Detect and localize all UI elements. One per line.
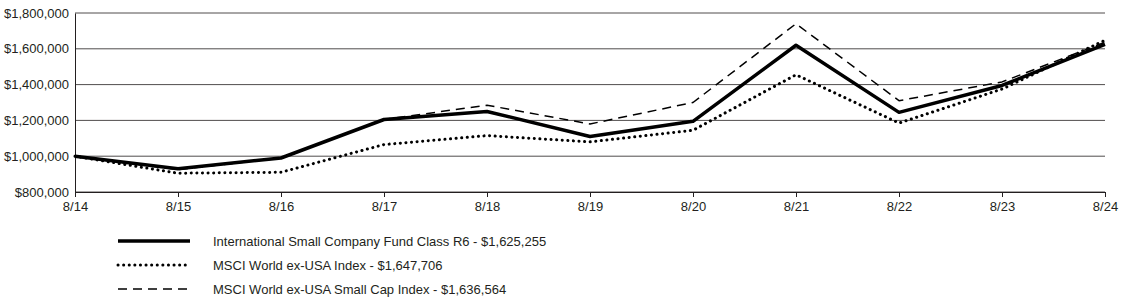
x-tick-label: 8/14: [63, 199, 88, 214]
y-tick-label: $1,200,000: [4, 113, 69, 128]
legend-label: MSCI World ex-USA Small Cap Index - $1,6…: [213, 282, 506, 297]
x-tick-mark: [693, 192, 694, 197]
legend-item: MSCI World ex-USA Small Cap Index - $1,6…: [118, 282, 506, 297]
y-tick: $1,400,000: [4, 77, 75, 92]
legend-label: MSCI World ex-USA Index - $1,647,706: [213, 258, 443, 273]
legend-swatch: [118, 264, 190, 267]
x-tick: 8/23: [990, 192, 1015, 214]
x-tick-label: 8/22: [887, 199, 912, 214]
x-tick: 8/20: [681, 192, 706, 214]
legend-label: International Small Company Fund Class R…: [213, 234, 546, 249]
x-tick-label: 8/20: [681, 199, 706, 214]
y-tick: $1,000,000: [4, 149, 75, 164]
grid-line: [75, 156, 1105, 157]
lines: [75, 24, 1105, 173]
series-line: [75, 44, 1105, 168]
chart: $800,000 $1,000,000 $1,200,000 $1,400,000 $1…: [0, 0, 1129, 304]
x-tick-mark: [590, 192, 591, 197]
x-tick-mark: [487, 192, 488, 197]
x-tick-label: 8/18: [475, 199, 500, 214]
grid-line: [75, 13, 1105, 14]
y-axis: $800,000 $1,000,000 $1,200,000 $1,400,000 $1…: [4, 6, 76, 200]
x-tick-label: 8/16: [269, 199, 294, 214]
y-tick-label: $1,400,000: [4, 77, 69, 92]
legend-item: International Small Company Fund Class R…: [118, 234, 546, 249]
x-tick-label: 8/19: [578, 199, 603, 214]
x-tick: 8/21: [784, 192, 809, 214]
y-tick-label: $1,600,000: [4, 41, 69, 56]
x-tick: 8/24: [1093, 192, 1118, 214]
grid: [75, 13, 1105, 192]
grid-line: [75, 48, 1105, 49]
x-tick-mark: [1002, 192, 1003, 197]
x-tick-mark: [281, 192, 282, 197]
x-tick: 8/18: [475, 192, 500, 214]
y-tick: $1,800,000: [4, 6, 75, 21]
legend-swatch: [118, 239, 190, 243]
x-tick-mark: [75, 192, 76, 197]
x-tick-mark: [796, 192, 797, 197]
x-tick: 8/16: [269, 192, 294, 214]
series-line: [75, 40, 1105, 173]
series-line: [75, 24, 1105, 170]
x-tick-label: 8/24: [1093, 199, 1118, 214]
y-tick: $1,600,000: [4, 41, 75, 56]
x-tick-mark: [384, 192, 385, 197]
x-tick-label: 8/21: [784, 199, 809, 214]
legend: International Small Company Fund Class R…: [118, 234, 546, 297]
x-tick: 8/22: [887, 192, 912, 214]
grid-line: [75, 84, 1105, 85]
x-axis: 8/14 8/15 8/16 8/17 8/18 8/19 8/20 8/21 8/22 8/23…: [63, 192, 1118, 214]
x-tick: 8/15: [166, 192, 191, 214]
y-tick-label: $800,000: [15, 185, 69, 200]
x-tick-mark: [1105, 192, 1106, 197]
x-tick: 8/17: [372, 192, 397, 214]
y-tick-label: $1,000,000: [4, 149, 69, 164]
y-axis-line: [75, 14, 76, 193]
y-tick-label: $1,800,000: [4, 6, 69, 21]
x-tick-mark: [178, 192, 179, 197]
y-tick: $1,200,000: [4, 113, 75, 128]
y-tick: $800,000: [15, 185, 75, 200]
legend-item: MSCI World ex-USA Index - $1,647,706: [118, 258, 443, 273]
x-tick-label: 8/17: [372, 199, 397, 214]
x-tick-label: 8/23: [990, 199, 1015, 214]
x-tick-mark: [899, 192, 900, 197]
grid-line: [75, 120, 1105, 121]
x-tick: 8/14: [63, 192, 88, 214]
x-tick-label: 8/15: [166, 199, 191, 214]
x-tick: 8/19: [578, 192, 603, 214]
legend-swatch: [118, 288, 190, 290]
